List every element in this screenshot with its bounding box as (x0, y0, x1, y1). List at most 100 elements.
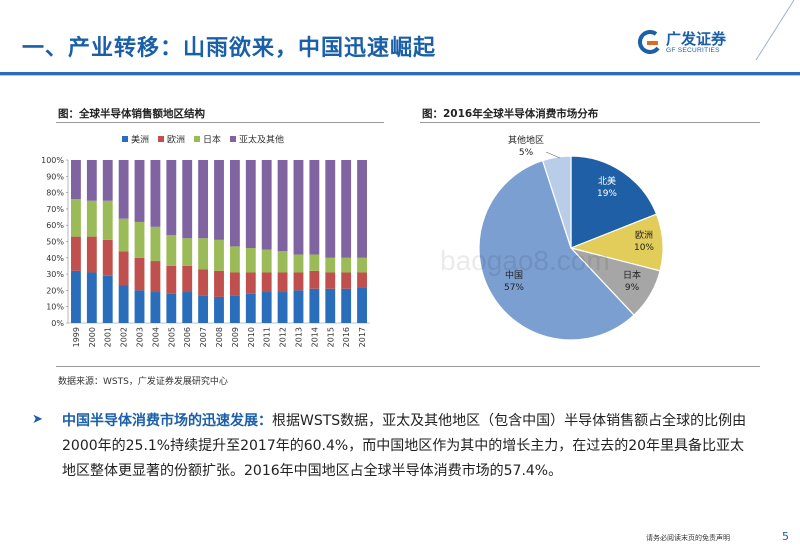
bar-segment (325, 272, 336, 289)
bar-segment (86, 160, 97, 201)
bar-segment (118, 218, 129, 252)
right-caption-rule (420, 122, 760, 123)
bar-segment (182, 265, 193, 293)
pie-slice (541, 155, 572, 249)
page-title: 一、产业转移：山雨欲来，中国迅速崛起 (22, 36, 437, 61)
bar-segment (150, 160, 161, 227)
slice-value-label: 10% (634, 243, 654, 253)
slice-label: 中国 (505, 269, 523, 281)
bar-segment (309, 270, 320, 289)
bar-segment (182, 292, 193, 323)
bar-segment (229, 246, 240, 273)
bar-segment (293, 160, 304, 255)
bar-segment (309, 288, 320, 323)
title-divider-thin (0, 75, 800, 76)
company-logo: 广发证券 GF SECURITIES (636, 28, 736, 60)
pie-slice (478, 159, 635, 341)
legend-swatch (158, 136, 164, 142)
legend-swatch (194, 136, 200, 142)
x-tick-label: 2009 (231, 327, 240, 347)
bar-segment (118, 251, 129, 286)
bar-segment (150, 261, 161, 293)
y-tick-label: 20% (46, 286, 64, 295)
bar-segment (134, 290, 145, 323)
right-chart-caption: 图：2016年全球半导体消费市场分布 (422, 108, 599, 120)
y-tick-label: 90% (46, 172, 64, 181)
x-tick-label: 2010 (247, 327, 256, 347)
bar-segment (277, 272, 288, 293)
bar-segment (86, 236, 97, 273)
bar-segment (277, 251, 288, 273)
bar-segment (229, 160, 240, 247)
bar-segment (118, 160, 129, 219)
bar-segment (277, 160, 288, 252)
x-tick-label: 1999 (72, 327, 81, 347)
watermark: baogao8.com (440, 245, 610, 276)
left-caption-rule (56, 122, 384, 123)
legend-item: 日本 (194, 134, 221, 146)
bar-segment (357, 287, 367, 323)
paragraph-body: 根据WSTS数据，亚太及其他地区（包含中国）半导体销售额占全球的比例由2000年… (62, 413, 747, 479)
slice-label: 日本 (623, 269, 641, 281)
bar-segment (102, 160, 113, 201)
left-chart-caption: 图：全球半导体销售额地区结构 (58, 108, 205, 120)
bar-segment (118, 285, 129, 323)
leader-line (545, 151, 561, 159)
bar-segment (102, 275, 113, 323)
y-tick-label: 10% (46, 303, 64, 312)
legend-label: 日本 (203, 134, 221, 146)
bar-segment (102, 239, 113, 276)
bar-segment (261, 272, 272, 293)
data-source-note: 数据来源：WSTS，广发证券发展研究中心 (58, 377, 228, 387)
slice-value-label: 57% (504, 283, 524, 293)
x-tick-label: 2005 (167, 327, 176, 347)
bar-segment (102, 200, 113, 240)
bar-segment (198, 269, 209, 296)
bar-segment (293, 254, 304, 273)
bullet-arrow-icon: ➤ (32, 412, 43, 427)
bar-segment (261, 292, 272, 323)
bar-segment (245, 272, 256, 294)
bar-segment (198, 238, 209, 270)
x-tick-label: 2015 (326, 327, 335, 347)
y-tick-label: 60% (46, 221, 64, 230)
bar-segment (357, 257, 367, 273)
bar-segment (166, 234, 177, 266)
slice-value-label: 9% (625, 283, 640, 293)
legend-item: 美洲 (122, 134, 149, 146)
bar-segment (245, 293, 256, 323)
title-divider (0, 72, 800, 75)
bar-segment (325, 257, 336, 273)
bar-segment (214, 296, 224, 323)
x-tick-label: 2017 (358, 327, 367, 347)
bar-segment (134, 160, 145, 222)
bar-segment (71, 160, 81, 200)
corner-decoration (755, 0, 795, 60)
x-tick-label: 2008 (215, 327, 224, 347)
logo-text: 广发证券 (666, 30, 727, 48)
bar-segment (245, 248, 256, 273)
legend-item: 亚太及其他 (230, 134, 284, 146)
bar-segment (198, 160, 209, 239)
bar-segment (325, 160, 336, 258)
bar-segment (134, 257, 145, 291)
bar-segment (71, 199, 81, 237)
legend-label: 亚太及其他 (239, 134, 284, 146)
y-tick-label: 30% (46, 270, 64, 279)
bar-segment (261, 160, 272, 250)
pie-slice (570, 155, 658, 249)
legend-label: 美洲 (131, 134, 149, 146)
bar-segment (293, 272, 304, 291)
y-tick-label: 0% (51, 319, 64, 328)
bar-segment (166, 265, 177, 294)
bar-segment (245, 160, 256, 249)
bar-segment (341, 288, 352, 323)
x-tick-label: 2000 (88, 327, 97, 347)
bar-segment (341, 257, 352, 273)
bar-segment (277, 292, 288, 323)
legend-label: 欧洲 (167, 134, 185, 146)
bar-segment (229, 295, 240, 323)
bar-segment (150, 292, 161, 323)
bar-segment (341, 272, 352, 289)
page-number: 5 (782, 530, 789, 543)
